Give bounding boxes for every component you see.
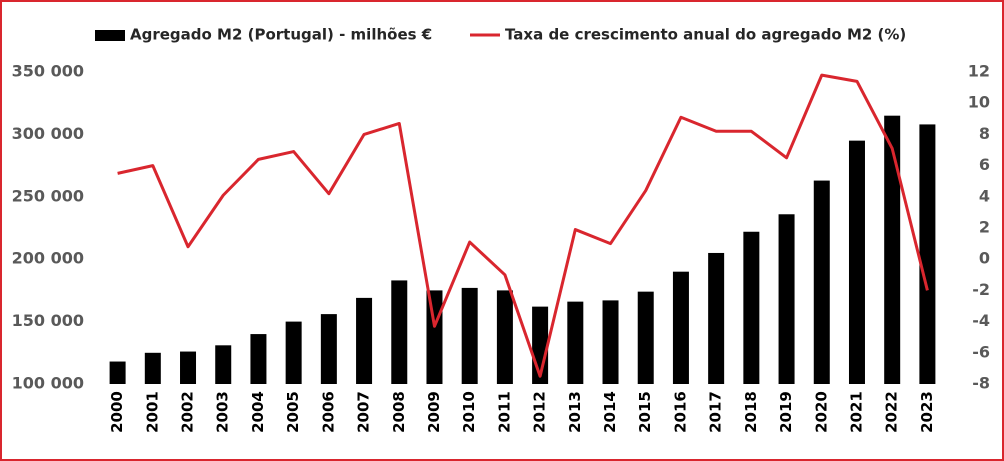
x-tick-label: 2016: [671, 391, 689, 433]
y2-tick-label: 6: [979, 155, 990, 174]
y-tick-label: 150 000: [12, 311, 84, 330]
x-tick-label: 2013: [566, 391, 584, 433]
y-tick-label: 100 000: [12, 374, 84, 393]
x-tick-label: 2008: [390, 391, 408, 433]
y-tick-label: 350 000: [12, 62, 84, 81]
x-tick-label: 2015: [636, 391, 654, 433]
bar: [567, 301, 584, 384]
line: [117, 73, 929, 378]
legend-label: Taxa de crescimento anual do agregado M2…: [505, 26, 906, 44]
bar: [461, 287, 478, 384]
y2-tick-label: -2: [972, 280, 990, 299]
bar: [778, 214, 795, 384]
x-tick-label: 2006: [319, 391, 337, 433]
y2-tick-label: 0: [979, 249, 990, 268]
bar: [215, 345, 232, 384]
x-tick-label: 2010: [460, 391, 478, 433]
bar: [144, 352, 161, 384]
x-tick-label: 2004: [249, 391, 267, 433]
x-tick-label: 2005: [284, 391, 302, 433]
y2-tick-label: 10: [968, 93, 990, 112]
bar: [708, 252, 725, 384]
y2-tick-label: -8: [972, 374, 990, 393]
x-tick-label: 2012: [531, 391, 549, 433]
bar: [919, 124, 936, 384]
x-tick-label: 2002: [179, 391, 197, 433]
x-tick-label: 2021: [847, 391, 865, 433]
y-tick-label: 200 000: [12, 249, 84, 268]
y2-tick-label: -6: [972, 342, 990, 361]
bar: [848, 140, 865, 384]
x-tick-label: 2011: [495, 391, 513, 433]
y2-tick-label: 4: [979, 186, 990, 205]
bar: [496, 290, 513, 384]
x-tick-label: 2019: [777, 391, 795, 433]
bar: [109, 361, 126, 384]
bar: [391, 280, 408, 384]
y2-tick-label: -4: [972, 311, 990, 330]
x-tick-label: 2003: [214, 391, 232, 433]
bar: [813, 180, 830, 384]
bar: [320, 314, 337, 384]
x-tick-label: 2001: [143, 391, 161, 433]
bar: [743, 231, 760, 384]
bar: [884, 115, 901, 385]
x-tick-label: 2007: [355, 391, 373, 433]
y2-tick-label: 12: [968, 62, 990, 81]
y-tick-label: 300 000: [12, 124, 84, 143]
y2-tick-label: 2: [979, 218, 990, 237]
x-tick-label: 2023: [918, 391, 936, 433]
x-tick-label: 2000: [108, 391, 126, 433]
bar: [356, 297, 373, 384]
legend-label: Agregado M2 (Portugal) - milhões €: [130, 26, 432, 44]
bar: [250, 334, 267, 384]
legend-swatch: [95, 30, 125, 41]
bar: [602, 300, 619, 384]
x-tick-label: 2009: [425, 391, 443, 433]
bar: [637, 291, 654, 384]
x-tick-label: 2014: [601, 391, 619, 433]
y2-tick-label: 8: [979, 124, 990, 143]
bar: [426, 290, 443, 384]
x-tick-label: 2018: [742, 391, 760, 433]
y-tick-label: 250 000: [12, 186, 84, 205]
x-tick-label: 2020: [812, 391, 830, 433]
x-tick-label: 2022: [883, 391, 901, 433]
bar: [180, 351, 197, 384]
bar: [285, 321, 302, 384]
bar: [672, 271, 689, 384]
x-tick-label: 2017: [707, 391, 725, 433]
